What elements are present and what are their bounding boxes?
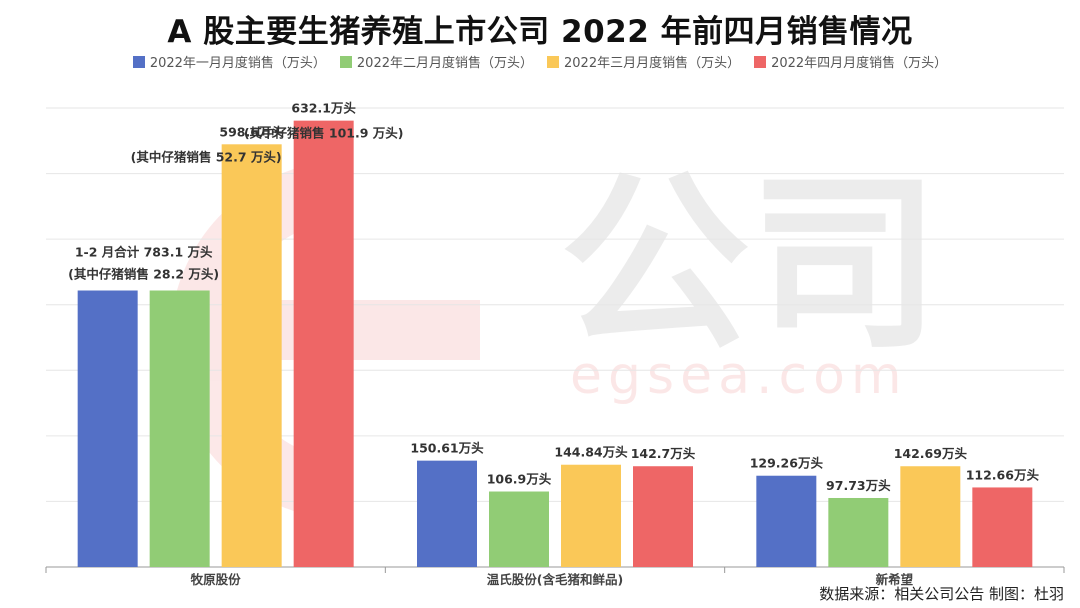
- data-label: 129.26万头: [750, 456, 824, 471]
- data-label: 142.7万头: [631, 446, 696, 461]
- legend-item-jan[interactable]: 2022年一月月度销售（万头）: [132, 52, 326, 71]
- legend-swatch-jan: [132, 55, 145, 68]
- legend-swatch-mar: [547, 55, 559, 68]
- bar: [77, 290, 138, 567]
- bar: [417, 460, 477, 567]
- data-label: 106.9万头: [487, 472, 552, 487]
- data-label: 112.66万头: [966, 467, 1040, 482]
- legend-item-apr[interactable]: 2022年四月月度销售（万头）: [754, 52, 947, 71]
- legend-label-feb: 2022年二月月度销售（万头）: [356, 56, 533, 71]
- category-label: 牧原股份: [191, 572, 242, 587]
- chart-title: A 股主要生猪养殖上市公司 2022 年前四月销售情况: [167, 14, 913, 50]
- legend-item-mar[interactable]: 2022年三月月度销售（万头）: [547, 52, 740, 71]
- data-label: 97.73万头: [826, 478, 891, 493]
- bar: [293, 120, 354, 568]
- legend: 2022年一月月度销售（万头） 2022年二月月度销售（万头） 2022年三月月…: [0, 52, 1080, 71]
- annotation-label: (其中仔猪销售 101.9 万头): [244, 126, 404, 141]
- legend-swatch-apr: [754, 55, 767, 68]
- legend-label-mar: 2022年三月月度销售（万头）: [564, 56, 741, 71]
- annotation-label: (其中仔猪销售 28.2 万头): [68, 267, 219, 282]
- legend-label-jan: 2022年一月月度销售（万头）: [149, 56, 326, 71]
- bar: [900, 466, 961, 567]
- bar: [221, 144, 282, 567]
- category-label: 新希望: [876, 572, 914, 587]
- annotation-label: (其中仔猪销售 52.7 万头): [131, 149, 282, 164]
- bar: [828, 497, 889, 567]
- data-label: 598.6万头: [219, 124, 284, 139]
- data-label: 142.69万头: [894, 446, 968, 461]
- legend-swatch-feb: [339, 55, 352, 68]
- bar: [489, 491, 549, 567]
- annotation-label: 1-2 月合计 783.1 万头: [75, 245, 213, 260]
- data-label: 150.61万头: [410, 441, 484, 456]
- data-label: 632.1万头: [291, 101, 356, 116]
- data-source-note: 数据来源：相关公司公告 制图：杜羽: [819, 585, 1064, 603]
- bar: [633, 466, 693, 567]
- bar: [561, 464, 621, 567]
- legend-item-feb[interactable]: 2022年二月月度销售（万头）: [339, 52, 533, 71]
- bar: [149, 290, 210, 567]
- legend-label-apr: 2022年四月月度销售（万头）: [771, 56, 948, 71]
- category-label: 温氏股份(含毛猪和鲜品): [487, 572, 623, 587]
- bar: [756, 475, 817, 567]
- data-label: 144.84万头: [554, 445, 628, 460]
- bar: [972, 487, 1033, 567]
